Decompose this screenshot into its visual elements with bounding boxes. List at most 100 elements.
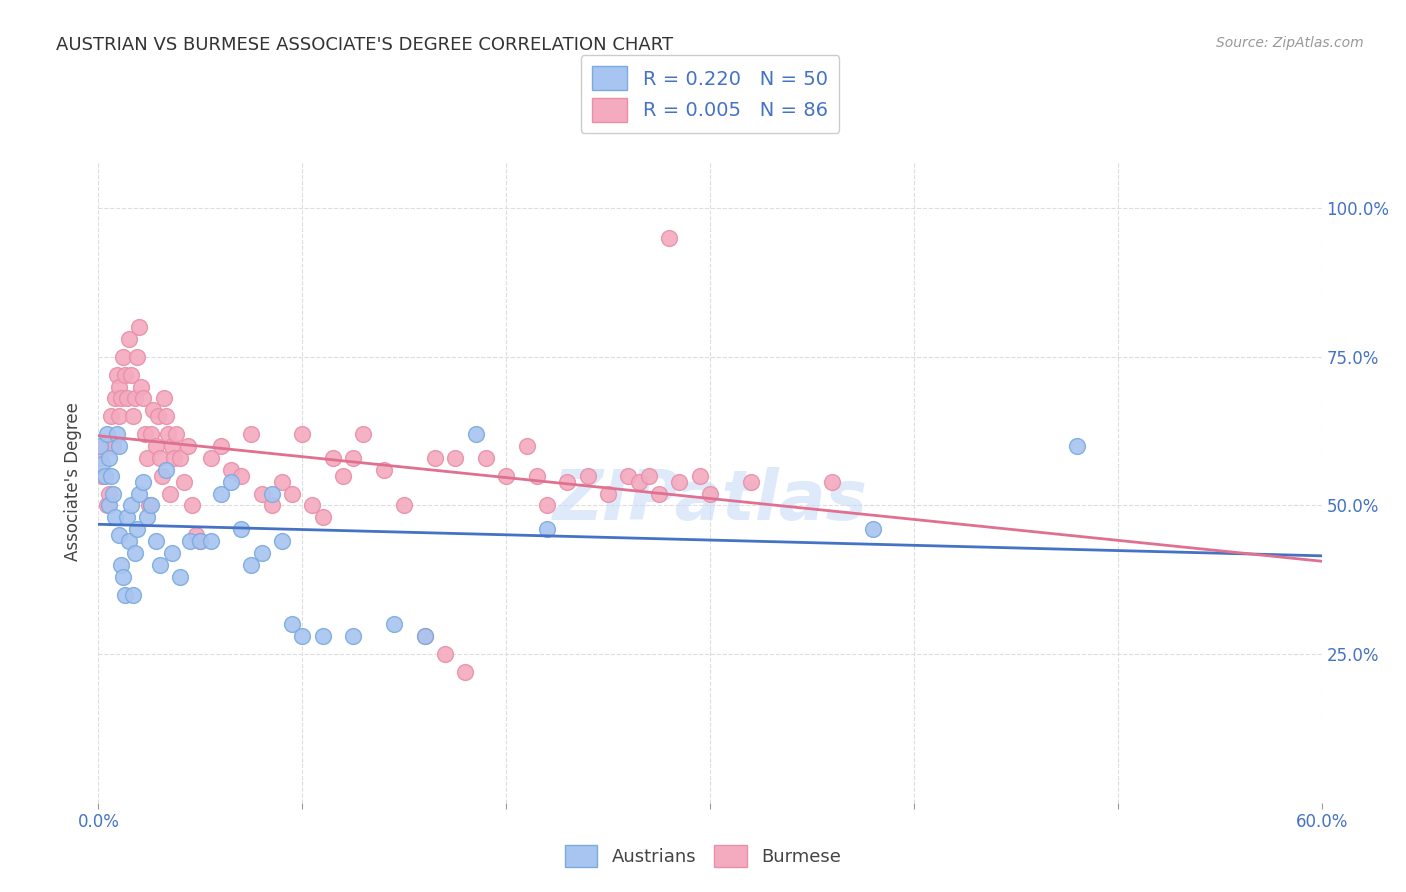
Point <box>108 439 131 453</box>
Point <box>699 486 721 500</box>
Point <box>115 510 138 524</box>
Point <box>136 510 159 524</box>
Point <box>97 486 120 500</box>
Point <box>145 439 167 453</box>
Point <box>118 534 141 549</box>
Point <box>181 499 204 513</box>
Point <box>200 534 222 549</box>
Point <box>352 427 374 442</box>
Point <box>132 475 155 489</box>
Point <box>413 629 436 643</box>
Point <box>177 439 200 453</box>
Point <box>219 475 242 489</box>
Point <box>312 510 335 524</box>
Point <box>516 439 538 453</box>
Point <box>104 510 127 524</box>
Point <box>231 468 253 483</box>
Point <box>110 392 132 406</box>
Point <box>108 379 131 393</box>
Text: AUSTRIAN VS BURMESE ASSOCIATE'S DEGREE CORRELATION CHART: AUSTRIAN VS BURMESE ASSOCIATE'S DEGREE C… <box>56 36 673 54</box>
Point <box>250 486 273 500</box>
Point <box>142 403 165 417</box>
Point <box>291 629 314 643</box>
Point <box>120 499 142 513</box>
Point <box>200 450 222 465</box>
Point <box>105 368 128 382</box>
Point <box>209 439 232 453</box>
Point <box>173 475 195 489</box>
Point <box>114 588 136 602</box>
Point <box>127 350 149 364</box>
Point <box>281 617 304 632</box>
Point <box>120 368 142 382</box>
Point <box>188 534 212 549</box>
Point <box>260 486 283 500</box>
Point <box>124 392 146 406</box>
Point <box>91 468 114 483</box>
Point <box>89 450 111 465</box>
Point <box>165 427 187 442</box>
Point <box>617 468 640 483</box>
Y-axis label: Associate's Degree: Associate's Degree <box>65 402 83 561</box>
Point <box>145 534 167 549</box>
Point <box>156 427 179 442</box>
Point <box>270 475 294 489</box>
Point <box>576 468 599 483</box>
Point <box>134 427 156 442</box>
Point <box>454 665 477 679</box>
Point <box>132 392 155 406</box>
Point <box>638 468 661 483</box>
Point <box>291 427 314 442</box>
Point <box>141 499 163 513</box>
Point <box>464 427 486 442</box>
Point <box>536 499 558 513</box>
Point <box>155 409 177 424</box>
Point <box>342 629 364 643</box>
Point <box>413 629 436 643</box>
Point <box>557 475 579 489</box>
Point <box>332 468 354 483</box>
Point <box>127 522 149 536</box>
Point <box>129 379 152 393</box>
Point <box>104 392 127 406</box>
Point <box>111 570 134 584</box>
Point <box>598 486 620 500</box>
Point <box>108 528 131 542</box>
Point <box>93 468 115 483</box>
Point <box>108 409 131 424</box>
Point <box>382 617 405 632</box>
Point <box>136 450 159 465</box>
Point <box>1066 439 1088 453</box>
Point <box>821 475 844 489</box>
Point <box>862 522 884 536</box>
Point <box>93 439 115 453</box>
Point <box>100 468 122 483</box>
Point <box>141 427 163 442</box>
Point <box>169 570 191 584</box>
Point <box>658 231 681 245</box>
Point <box>186 528 208 542</box>
Point <box>146 409 169 424</box>
Point <box>434 647 457 661</box>
Point <box>740 475 762 489</box>
Point <box>96 499 118 513</box>
Point <box>373 463 395 477</box>
Point <box>209 486 232 500</box>
Text: ZIPatlas: ZIPatlas <box>553 467 868 534</box>
Point <box>474 450 498 465</box>
Point <box>155 463 177 477</box>
Point <box>101 486 124 500</box>
Point <box>250 546 273 560</box>
Point <box>150 468 173 483</box>
Text: Source: ZipAtlas.com: Source: ZipAtlas.com <box>1216 36 1364 50</box>
Legend: R = 0.220   N = 50, R = 0.005   N = 86: R = 0.220 N = 50, R = 0.005 N = 86 <box>581 54 839 133</box>
Point <box>179 534 201 549</box>
Point <box>281 486 304 500</box>
Point <box>312 629 335 643</box>
Point <box>149 450 172 465</box>
Point <box>240 558 263 572</box>
Point <box>668 475 690 489</box>
Legend: Austrians, Burmese: Austrians, Burmese <box>558 838 848 874</box>
Point <box>159 486 181 500</box>
Point <box>89 439 111 453</box>
